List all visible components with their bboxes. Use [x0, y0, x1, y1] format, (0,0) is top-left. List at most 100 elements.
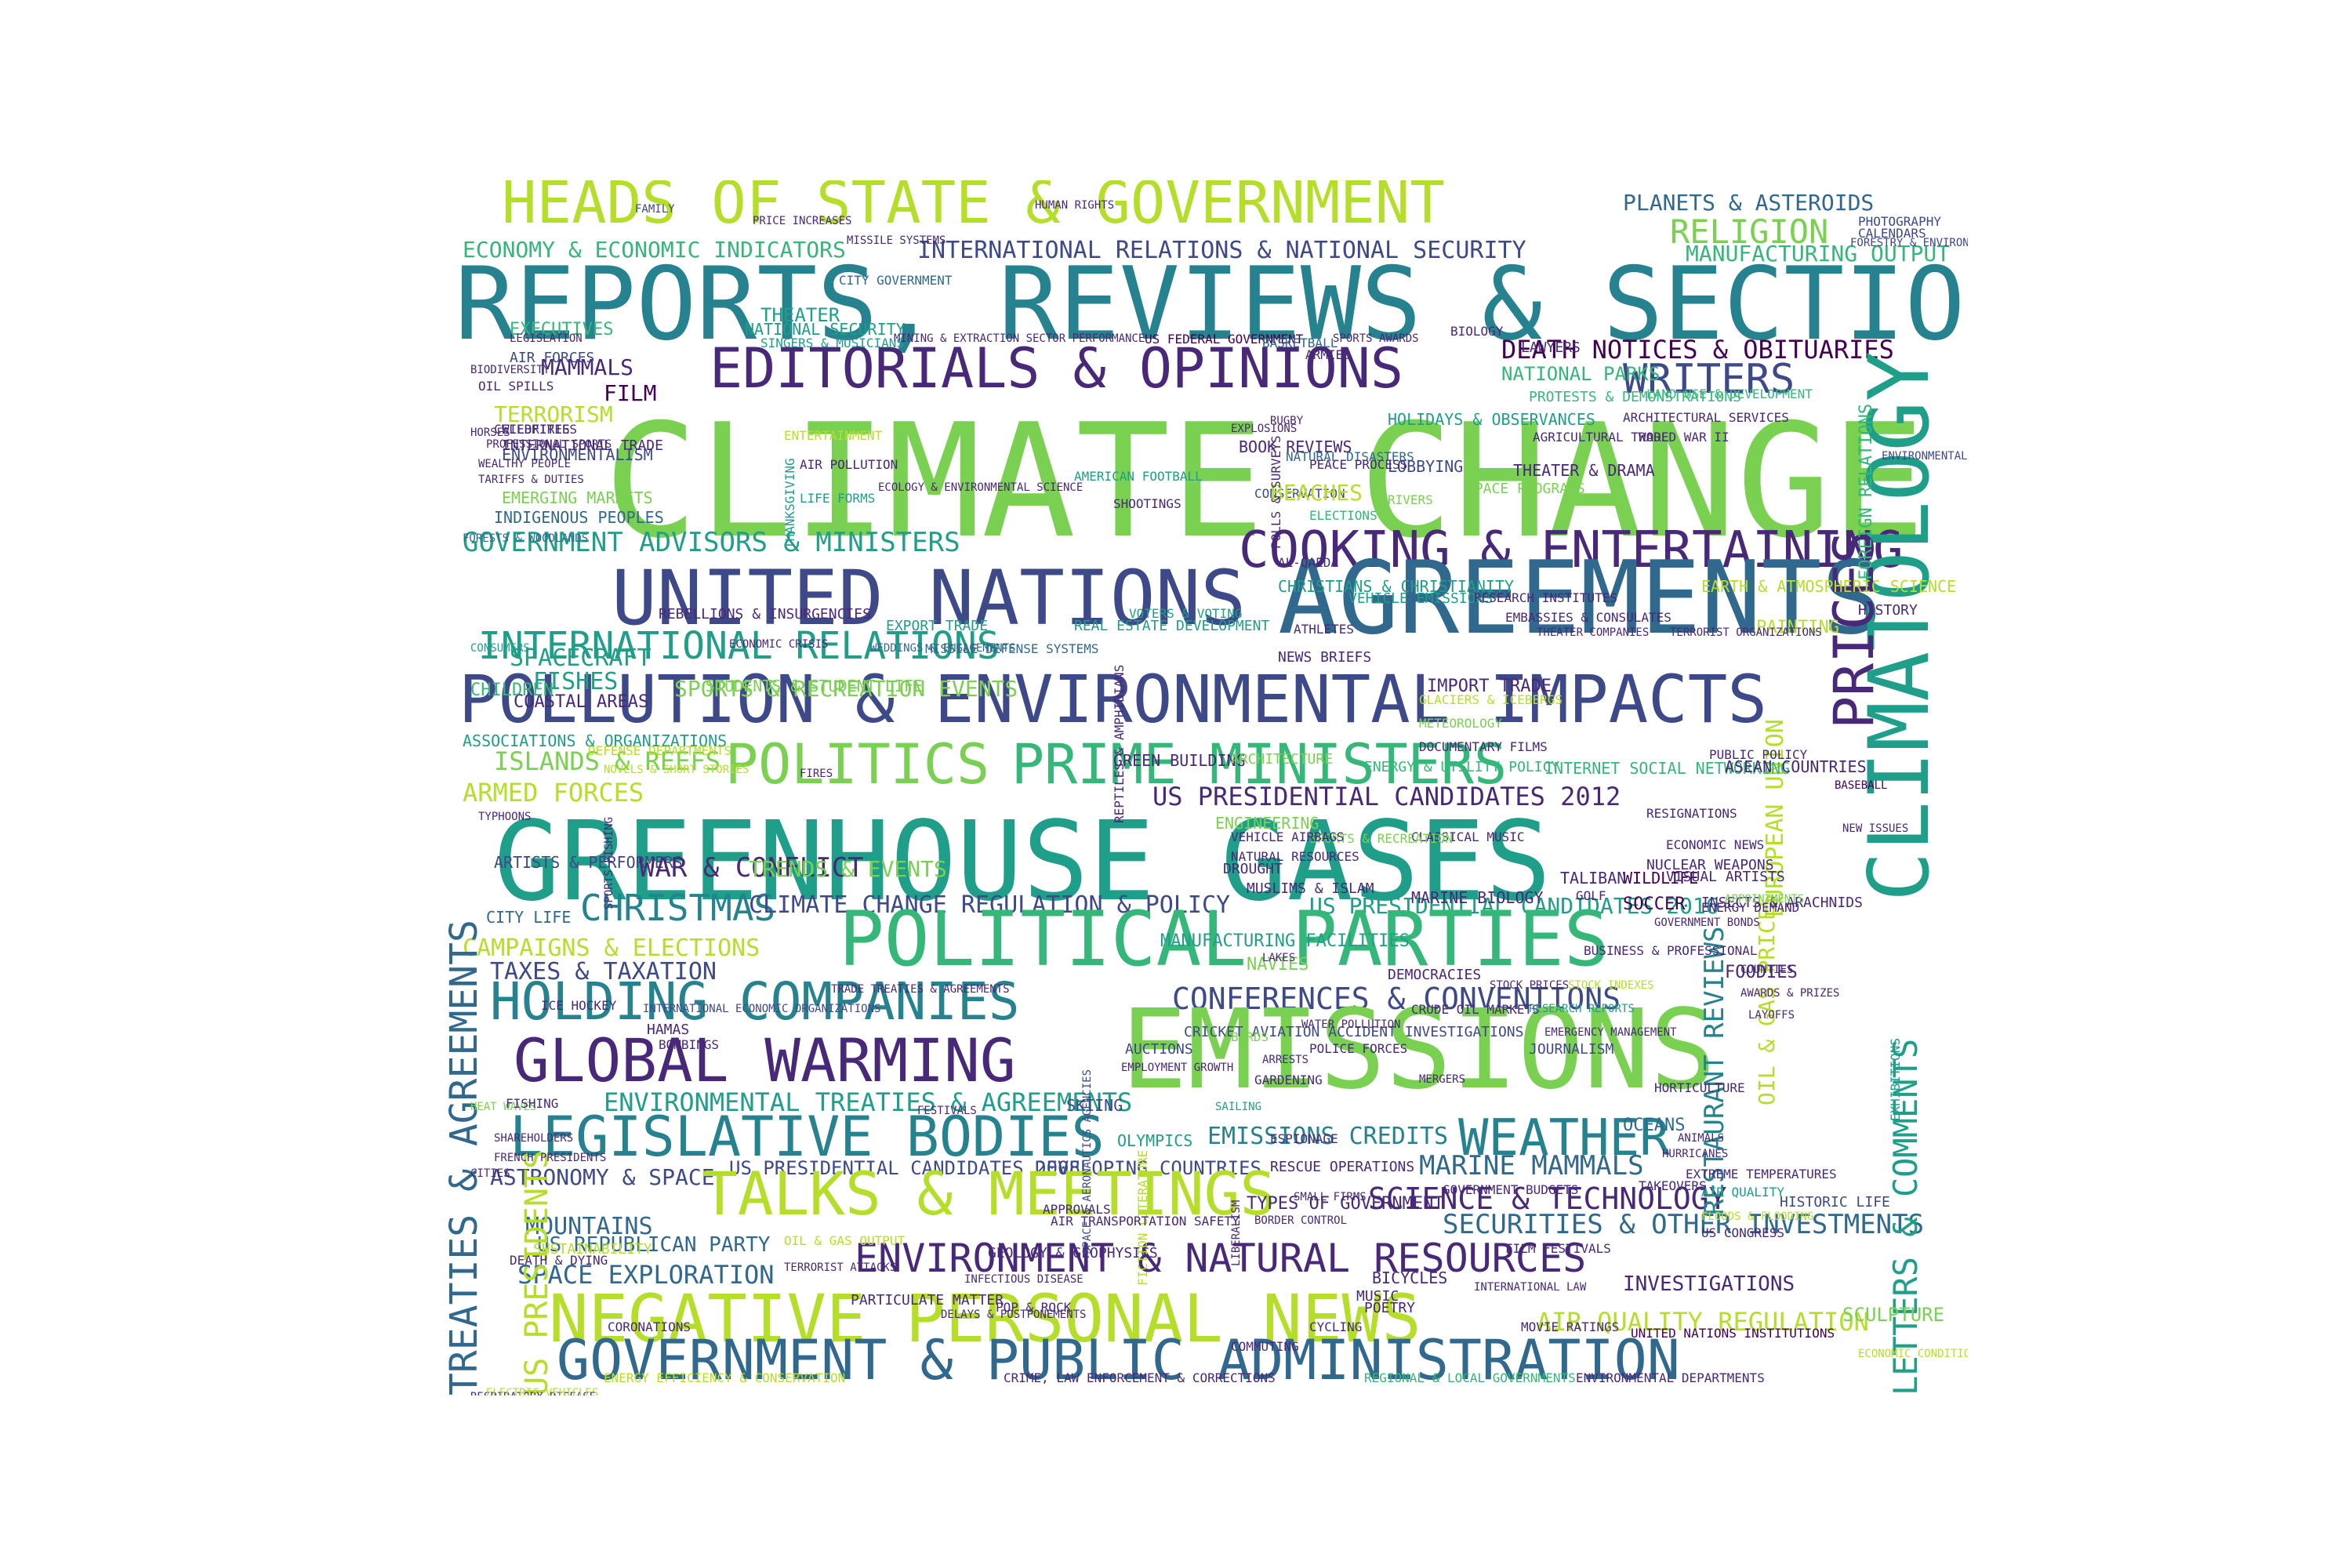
word: BOOK REVIEWS: [1239, 437, 1352, 456]
word: EXHIBITIONS: [1888, 1038, 1903, 1121]
word: EMISSIONS: [1121, 986, 1716, 1114]
word: THEATER: [760, 304, 840, 326]
word: FORESTS & WOODLANDS: [463, 532, 589, 545]
word: GLOBAL WARMING: [514, 1025, 1016, 1095]
word: INTERNATIONAL TRADE: [502, 437, 663, 454]
word: BEACHES: [1270, 480, 1363, 506]
word: ECONOMIC CONDITIONS: [1858, 1348, 1968, 1360]
word: CHRISTMAS: [580, 887, 776, 929]
word: FORESTRY & ENVIRONMENT: [1850, 237, 1968, 249]
word: SOCCER: [1623, 895, 1686, 914]
word: ARRESTS: [1262, 1054, 1309, 1066]
word: INTERNATIONAL RELATIONS & NATIONAL SECUR…: [917, 237, 1526, 264]
word: CLIMATE CHANGE REGULATION & POLICY: [749, 891, 1231, 919]
word: HURRICANES: [1662, 1148, 1729, 1160]
word: DEMOCRACIES: [1388, 967, 1482, 983]
word: SPACE EXPLORATION: [517, 1260, 775, 1290]
word: MANUFACTURING OUTPUT: [1686, 241, 1951, 267]
word: HUMAN RIGHTS: [1035, 199, 1115, 212]
word: FILM FESTIVALS: [1505, 1241, 1611, 1256]
word: MISSILE DEFENSE SYSTEMS: [925, 641, 1099, 656]
word: EXPORT TRADE: [886, 618, 989, 634]
word: LAND USE & DEVELOPMENT: [1646, 387, 1813, 401]
word: AUCTIONS: [1125, 1041, 1193, 1058]
word: PEACE PROCESS: [1309, 457, 1408, 472]
word: CLASSICAL MUSIC: [1411, 829, 1525, 844]
word: EXPLOSIONS: [1231, 423, 1298, 435]
word: INTERNATIONAL RELATIONS: [478, 624, 1000, 668]
word: NUCLEAR WEAPONS: [1646, 857, 1774, 873]
word: MERGERS: [1419, 1073, 1466, 1086]
word: ENGINEERING: [1215, 814, 1319, 833]
word: INFECTIOUS DISEASE: [964, 1273, 1083, 1286]
word: MISSILE SYSTEMS: [847, 234, 946, 247]
word: CHILDREN: [470, 681, 554, 700]
word: PRICE INCREASES: [753, 215, 852, 227]
word: GOLF: [1576, 888, 1606, 903]
word: NEGATIVE PERSONAL NEWS: [549, 1280, 1421, 1357]
word: REPORTS, REVIEWS & SECTIONS: [455, 246, 1968, 363]
word: PAINTING: [1756, 618, 1839, 637]
word: CYCLING: [1309, 1319, 1363, 1334]
word: PROFESSIONAL SPORTS: [486, 438, 612, 451]
word: TALKS & MEETINGS: [702, 1159, 1276, 1229]
word: HEAT WAVES: [470, 1101, 537, 1113]
word: DROUGHT: [1223, 861, 1283, 877]
word: CRICKET AVIATION ACCIDENT INVESTIGATIONS: [1184, 1024, 1524, 1040]
word: ECOLOGY & ENVIRONMENTAL SCIENCE: [878, 481, 1083, 494]
word: PUBLIC POLICY: [1709, 747, 1808, 762]
word: POLICE FORCES: [1309, 1041, 1408, 1056]
word: SKIING: [1066, 1096, 1123, 1115]
word: DEATH & DYING: [510, 1253, 608, 1268]
word: DEFENSE DEPARTMENTS: [588, 743, 732, 758]
word: ARMED FORCES: [463, 778, 644, 808]
word: FLOODS & FLOODING: [1701, 1210, 1814, 1223]
word: ASSOCIATIONS & ORGANIZATIONS: [463, 731, 728, 750]
word: OLYMPICS: [1117, 1131, 1193, 1150]
word: WORLD WAR II: [1639, 430, 1730, 445]
word: WEDDINGS & ENGAGEMENTS: [870, 642, 1016, 655]
word: THEATER & DRAMA: [1513, 461, 1655, 480]
word: BIODIVERSITY: [470, 364, 550, 376]
word: SHAREHOLDERS: [494, 1132, 574, 1145]
word: TYPES OF GOVERNMENT: [1247, 1194, 1444, 1214]
word: SPORTS FISHING: [603, 816, 615, 909]
word: TAXES & TAXATION: [490, 958, 717, 985]
word: CORONATIONS: [608, 1319, 691, 1334]
word: VISUAL ARTISTS: [1666, 869, 1785, 885]
word: CITY GOVERNMENT: [839, 273, 953, 288]
word: US PRESIDENTIAL CANDIDATES 2008: [729, 1157, 1080, 1179]
word: REGIONAL & LOCAL GOVERNMENTS: [1364, 1370, 1576, 1385]
word: NAVIES: [1247, 955, 1309, 975]
word: BORDER CONTROL: [1254, 1214, 1348, 1227]
word: IMPORT TRADE: [1427, 677, 1552, 696]
word: INVESTIGATIONS: [1623, 1272, 1795, 1296]
word: AIR TRANSPORTATION SAFETY: [1051, 1214, 1240, 1229]
word: MAMMALS: [541, 354, 634, 380]
word: CITY LIFE: [486, 908, 572, 927]
word: CRUDE OIL MARKETS: [1411, 1002, 1540, 1017]
word: INTERNET SOCIAL NETWORKING: [1544, 759, 1791, 778]
word: HISTORIC LIFE: [1780, 1194, 1890, 1210]
word: FISHING: [506, 1096, 559, 1111]
word: LEGISLATIVE BODIES: [510, 1105, 1105, 1169]
word: EMPLOYMENT GROWTH: [1121, 1062, 1234, 1074]
word: EMBASSIES & CONSULATES: [1505, 610, 1671, 625]
word: US PRESIDENTIAL CANDIDATES 2016: [1309, 893, 1719, 919]
word: MOUNTAINS: [525, 1213, 653, 1240]
word: GARDENING: [1254, 1073, 1323, 1087]
word: ARTISTS & PERFORMERS: [494, 853, 683, 872]
word: CITIES: [470, 1167, 510, 1180]
word: EXECUTIVES: [510, 320, 614, 339]
word: MUSLIMS & ISLAM: [1247, 880, 1374, 897]
word: LAWYERS: [1521, 339, 1581, 356]
word: GEOLOGY & GEOPHYSICS: [988, 1245, 1158, 1261]
word: AL-QAEDA: [1278, 555, 1339, 570]
word: REAL ESTATE DEVELOPMENT: [1074, 618, 1270, 634]
word: GOVERNMENT ADVISORS & MINISTERS: [463, 527, 960, 558]
word: ASEAN COUNTRIES: [1725, 757, 1867, 776]
word: BUSINESS & PROFESSIONAL: [1584, 943, 1758, 958]
word: ARMIES: [1305, 347, 1351, 362]
word: SPORTS AWARDS: [1333, 332, 1419, 345]
word: LIBERALISM: [1230, 1200, 1243, 1266]
